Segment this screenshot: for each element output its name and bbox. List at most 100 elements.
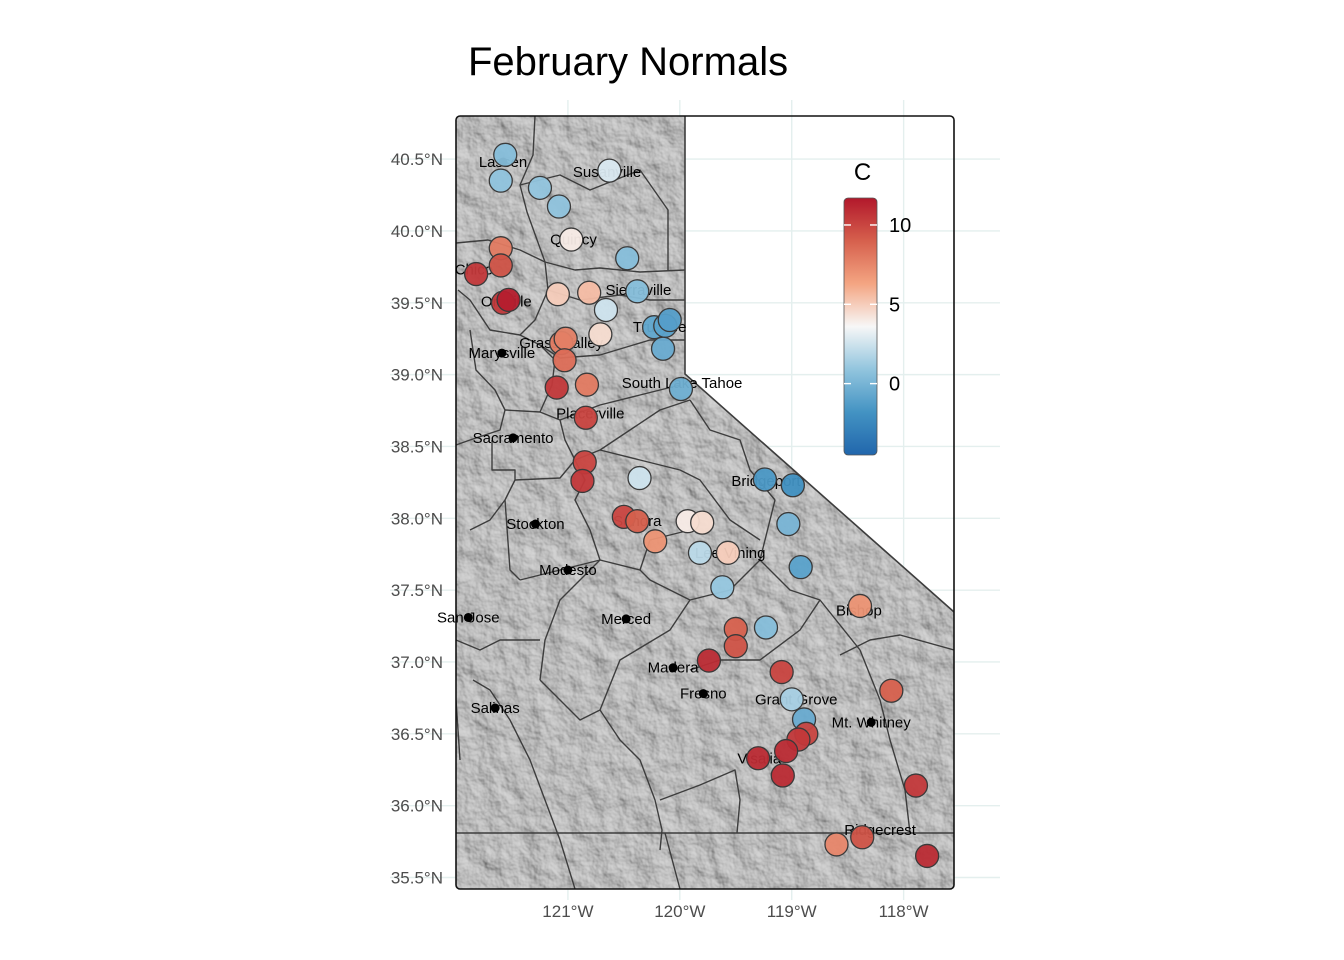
station-point: [850, 825, 875, 850]
station-point: [752, 467, 778, 492]
station-point: [588, 322, 613, 347]
station-point: [715, 540, 741, 565]
station-point: [553, 326, 578, 351]
station-point: [559, 227, 584, 252]
y-tick-label: 36.5°N: [391, 725, 443, 744]
county-boundaries: [456, 116, 954, 889]
station-point: [573, 405, 598, 430]
station-point: [746, 746, 771, 771]
station-point: [496, 287, 521, 313]
city-label: Merced: [601, 611, 651, 628]
city-dot: [698, 689, 708, 699]
legend-colorbar: [843, 197, 878, 456]
station-point: [879, 678, 904, 703]
station-point: [668, 376, 694, 402]
station-point: [627, 465, 652, 491]
station-point: [625, 279, 650, 304]
color-legend: C 0 5 10: [843, 159, 911, 456]
station-point: [493, 142, 518, 167]
state-border: [684, 116, 954, 613]
station-point: [780, 473, 805, 498]
station-point: [597, 158, 622, 183]
y-tick-label: 37.0°N: [391, 653, 443, 672]
city-label: Marysville: [469, 345, 536, 362]
station-point: [488, 253, 513, 278]
city-dot: [866, 717, 876, 727]
city-label: Fresno: [680, 686, 727, 703]
city-label: Modesto: [539, 562, 597, 579]
station-points: [463, 142, 940, 869]
legend-title: C: [854, 159, 871, 186]
y-axis-ticks: 35.5°N 36.0°N 36.5°N 37.0°N 37.5°N 38.0°N 38.5…: [391, 150, 443, 887]
station-point: [788, 555, 813, 580]
y-tick-label: 38.5°N: [391, 437, 443, 456]
city-label: Salinas: [471, 700, 520, 717]
station-point: [687, 540, 713, 565]
y-tick-label: 40.5°N: [391, 150, 443, 169]
y-tick-label: 35.5°N: [391, 869, 443, 888]
legend-tick-label: 10: [889, 215, 911, 237]
y-tick-label: 36.0°N: [391, 797, 443, 816]
legend-tick-label: 5: [889, 294, 900, 316]
city-label: Sacramento: [473, 430, 554, 447]
station-point: [710, 575, 735, 600]
x-tick-label: 119°W: [767, 902, 817, 921]
legend-tick-label: 0: [889, 374, 900, 396]
city-dots: [463, 157, 876, 727]
station-point: [577, 280, 602, 305]
station-point: [570, 468, 595, 494]
station-point: [463, 261, 489, 287]
station-point: [546, 194, 572, 219]
city-dot: [497, 348, 507, 358]
station-point: [488, 168, 513, 193]
chart-title: February Normals: [468, 40, 789, 84]
x-tick-label: 120°W: [654, 902, 705, 921]
california-land: [456, 116, 954, 889]
station-point: [824, 832, 849, 857]
station-point: [770, 763, 795, 788]
station-point: [574, 372, 600, 397]
station-point: [615, 246, 640, 271]
city-dot: [508, 433, 518, 443]
x-tick-label: 118°W: [879, 902, 929, 921]
city-dot: [563, 565, 573, 575]
station-point: [773, 738, 799, 764]
y-tick-label: 40.0°N: [391, 222, 443, 241]
station-point: [847, 593, 873, 619]
station-point: [779, 687, 804, 712]
y-tick-label: 39.0°N: [391, 366, 443, 385]
map-panel: [456, 116, 954, 889]
station-point: [723, 634, 748, 659]
station-point: [544, 375, 569, 400]
city-dot: [668, 663, 678, 673]
station-point: [527, 175, 553, 200]
station-point: [903, 773, 929, 798]
city-dot: [621, 614, 631, 624]
y-tick-label: 39.5°N: [391, 294, 443, 313]
station-point: [545, 282, 570, 307]
station-point: [643, 529, 668, 554]
station-point: [753, 615, 779, 640]
city-label: Stockton: [506, 516, 564, 533]
city-dot: [530, 519, 540, 529]
city-label: Madera: [648, 660, 700, 677]
station-point: [657, 307, 682, 333]
station-point: [552, 348, 577, 373]
station-point: [769, 659, 794, 685]
station-point: [593, 297, 619, 323]
panel-frame: [455, 115, 955, 890]
city-label: San Jose: [437, 609, 500, 626]
y-tick-label: 37.5°N: [391, 581, 443, 600]
station-point: [696, 648, 722, 673]
station-point: [690, 510, 715, 535]
city-dot: [490, 703, 500, 713]
city-label: Mt. Whitney: [832, 714, 912, 731]
station-point: [914, 843, 940, 869]
station-point: [776, 511, 801, 537]
station-point: [625, 509, 650, 534]
x-tick-label: 121°W: [542, 902, 593, 921]
city-dot: [463, 612, 473, 622]
x-axis-ticks: 121°W 120°W 119°W 118°W: [542, 902, 928, 921]
y-tick-label: 38.0°N: [391, 509, 443, 528]
